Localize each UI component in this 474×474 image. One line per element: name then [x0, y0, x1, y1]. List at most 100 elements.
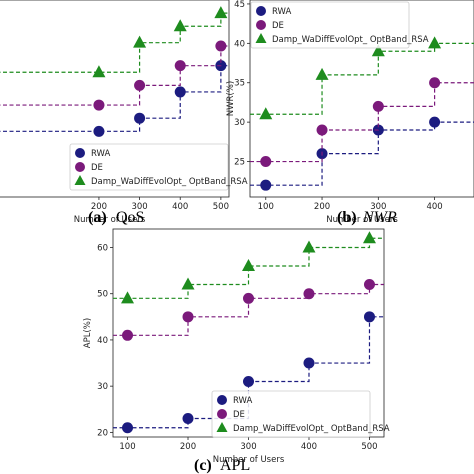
panel-c: 100 200 300 400 500 20 30 40 50 60 Number of Users… [83, 228, 390, 465]
data-point [214, 6, 228, 19]
plot-area [0, 6, 229, 137]
legend-marker [75, 162, 85, 172]
data-point [429, 77, 441, 89]
data-point [316, 124, 328, 136]
data-point [428, 36, 442, 49]
data-point [259, 107, 273, 120]
y-tick-label: 20 [97, 428, 108, 438]
data-point [242, 258, 255, 271]
x-tick-label: 200 [91, 202, 107, 212]
data-point [260, 179, 272, 191]
caption-b-text: NWR [362, 209, 397, 226]
series-line-2 [250, 42, 474, 115]
data-point [134, 112, 146, 124]
data-point [363, 278, 375, 290]
series-line-1 [113, 283, 384, 336]
data-point [93, 99, 105, 111]
data-point [174, 60, 186, 72]
data-point [133, 35, 147, 48]
data-point [122, 329, 134, 341]
y-tick-label: 45 [234, 0, 245, 10]
plot-frame [0, 0, 230, 198]
series-line-0 [250, 105, 474, 186]
x-tick-label: 300 [240, 442, 256, 452]
legend-label: Damp_WaDiffEvolOpt_ OptBand_RSA [272, 35, 429, 45]
x-axis-label: Number of Users [74, 215, 146, 225]
y-tick-label: 25 [234, 158, 245, 168]
y-tick-label: 30 [234, 118, 245, 128]
legend-marker [75, 148, 85, 158]
y-tick-label: 40 [234, 39, 245, 49]
legend-label: RWA [272, 7, 292, 17]
legend-marker [217, 395, 227, 405]
legend-marker [256, 20, 266, 30]
data-point [363, 311, 375, 323]
legend: RWA DE Damp_WaDiffEvolOpt_ OptBand_RSA [69, 143, 248, 191]
series-line-2 [113, 237, 384, 299]
legend-marker [217, 409, 227, 419]
legend-label: DE [272, 21, 284, 31]
data-point [182, 311, 194, 323]
x-tick-label: 300 [131, 202, 147, 212]
data-point [173, 19, 187, 32]
data-point [260, 156, 272, 168]
data-point [215, 40, 227, 52]
caption-a-text: QoS [116, 209, 144, 226]
caption-b-letter: (b) [337, 209, 357, 226]
legend-marker [216, 422, 228, 432]
x-tick-label: 400 [301, 442, 317, 452]
x-axis-label: Number of Users [213, 455, 285, 465]
data-point [303, 288, 315, 300]
y-tick-label: 40 [97, 336, 108, 346]
data-point [371, 44, 385, 57]
data-point [121, 291, 135, 304]
legend: RWA DE Damp_WaDiffEvolOpt_ OptBand_RSA [211, 390, 390, 438]
caption-c-letter: (c) [194, 457, 212, 474]
legend-label: Damp_WaDiffEvolOpt_ OptBand_RSA [91, 177, 248, 187]
legend-marker [74, 175, 86, 185]
y-tick-label: 30 [97, 382, 108, 392]
x-tick-label: 200 [180, 442, 196, 452]
legend-label: DE [233, 410, 245, 420]
y-axis-label: NWR(%) [226, 81, 236, 116]
caption-a-letter: (a) [88, 209, 107, 226]
x-axis-label: Number of Users [326, 215, 398, 225]
data-point [372, 100, 384, 112]
legend-label: DE [91, 163, 103, 173]
x-tick-label: 500 [213, 202, 229, 212]
data-point [362, 231, 376, 244]
data-point [182, 413, 194, 425]
panel-a: 200 300 400 500 Number of Users RWA DE Damp_WaD… [0, 0, 248, 225]
series-line-1 [250, 66, 474, 163]
y-tick-label: 50 [97, 290, 108, 300]
data-point [315, 67, 329, 80]
x-tick-label: 200 [314, 202, 330, 212]
series-line-0 [0, 65, 229, 132]
plot-area [250, 36, 474, 191]
data-point [122, 422, 134, 434]
data-point [134, 79, 146, 91]
data-point [429, 116, 441, 128]
data-point [302, 240, 316, 253]
y-tick-label: 60 [97, 243, 108, 253]
x-tick-label: 400 [426, 202, 442, 212]
data-point [181, 277, 195, 290]
legend-label: RWA [233, 396, 253, 406]
series-line-2 [0, 12, 229, 73]
x-tick-label: 100 [119, 442, 135, 452]
legend-marker [256, 6, 266, 16]
x-tick-label: 400 [172, 202, 188, 212]
y-tick-label: 35 [234, 79, 245, 89]
series-line-1 [0, 45, 229, 106]
legend-marker [255, 33, 267, 43]
x-tick-label: 300 [370, 202, 386, 212]
plot-frame [249, 0, 474, 198]
legend: RWA DE Damp_WaDiffEvolOpt_ OptBand_RSA [250, 1, 429, 49]
caption-c-text: APL [220, 457, 250, 474]
data-point [93, 125, 105, 137]
x-tick-label: 500 [361, 442, 377, 452]
y-axis-label: APL(%) [83, 318, 93, 348]
data-point [243, 292, 254, 304]
